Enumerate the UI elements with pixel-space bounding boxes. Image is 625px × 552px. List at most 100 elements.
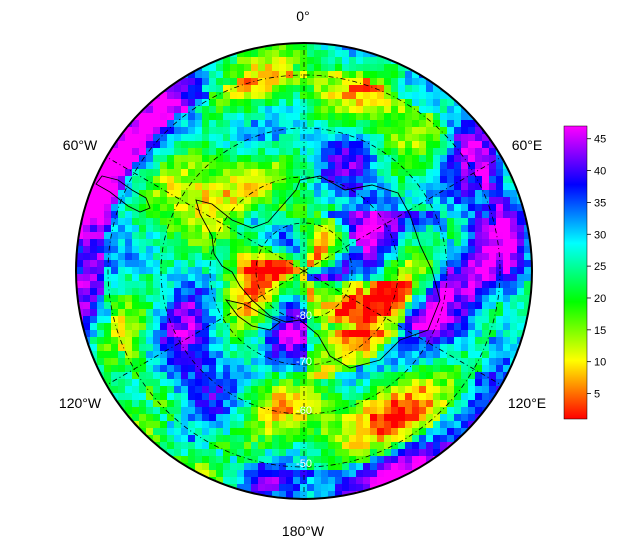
heatmap-cell bbox=[293, 491, 301, 499]
heatmap-cell bbox=[286, 449, 294, 457]
heatmap-cell bbox=[335, 414, 343, 422]
heatmap-cell bbox=[426, 239, 434, 247]
heatmap-cell bbox=[510, 197, 518, 205]
heatmap-cell bbox=[146, 267, 154, 275]
heatmap-cell bbox=[181, 414, 189, 422]
colorbar-tick-label: 25 bbox=[594, 261, 606, 273]
heatmap-cell bbox=[426, 155, 434, 163]
heatmap-cell bbox=[160, 148, 168, 156]
heatmap-cell bbox=[440, 225, 448, 233]
heatmap-cell bbox=[440, 106, 448, 114]
heatmap-cell bbox=[174, 337, 182, 345]
heatmap-cell bbox=[314, 337, 322, 345]
heatmap-cell bbox=[384, 204, 392, 212]
heatmap-cell bbox=[384, 393, 392, 401]
heatmap-cell bbox=[146, 400, 154, 408]
heatmap-cell bbox=[496, 225, 504, 233]
heatmap-cell bbox=[328, 470, 336, 478]
heatmap-cell bbox=[398, 316, 406, 324]
heatmap-cell bbox=[146, 141, 154, 149]
heatmap-cell bbox=[160, 260, 168, 268]
heatmap-cell bbox=[244, 127, 252, 135]
heatmap-cell bbox=[132, 267, 140, 275]
heatmap-cell bbox=[293, 127, 301, 135]
heatmap-cell bbox=[146, 365, 154, 373]
heatmap-cell bbox=[363, 372, 371, 380]
heatmap-cell bbox=[447, 407, 455, 415]
heatmap-cell bbox=[454, 218, 462, 226]
heatmap-cell bbox=[489, 407, 497, 415]
heatmap-cell bbox=[307, 64, 315, 72]
heatmap-cell bbox=[503, 253, 511, 261]
heatmap-cell bbox=[125, 162, 133, 170]
heatmap-cell bbox=[251, 295, 259, 303]
heatmap-cell bbox=[342, 85, 350, 93]
heatmap-cell bbox=[244, 148, 252, 156]
heatmap-cell bbox=[125, 407, 133, 415]
heatmap-cell bbox=[328, 78, 336, 86]
heatmap-cell bbox=[356, 456, 364, 464]
heatmap-cell bbox=[447, 344, 455, 352]
heatmap-cell bbox=[475, 211, 483, 219]
heatmap-cell bbox=[314, 99, 322, 107]
heatmap-cell bbox=[356, 428, 364, 436]
heatmap-cell bbox=[384, 176, 392, 184]
heatmap-cell bbox=[160, 414, 168, 422]
heatmap-cell bbox=[482, 358, 490, 366]
heatmap-cell bbox=[328, 176, 336, 184]
heatmap-cell bbox=[335, 302, 343, 310]
heatmap-cell bbox=[300, 351, 308, 359]
heatmap-cell bbox=[454, 197, 462, 205]
heatmap-cell bbox=[349, 197, 357, 205]
heatmap-cell bbox=[279, 456, 287, 464]
heatmap-cell bbox=[76, 295, 84, 303]
heatmap-cell bbox=[307, 120, 315, 128]
heatmap-cell bbox=[314, 246, 322, 254]
heatmap-cell bbox=[342, 442, 350, 450]
heatmap-cell bbox=[293, 92, 301, 100]
heatmap-cell bbox=[426, 442, 434, 450]
heatmap-cell bbox=[146, 330, 154, 338]
heatmap-cell bbox=[139, 421, 147, 429]
heatmap-cell bbox=[524, 232, 532, 240]
heatmap-cell bbox=[391, 85, 399, 93]
heatmap-cell bbox=[398, 190, 406, 198]
heatmap-cell bbox=[265, 57, 273, 65]
heatmap-cell bbox=[524, 274, 532, 282]
heatmap-cell bbox=[405, 225, 413, 233]
heatmap-cell bbox=[195, 281, 203, 289]
heatmap-cell bbox=[195, 246, 203, 254]
heatmap-cell bbox=[314, 64, 322, 72]
heatmap-cell bbox=[97, 204, 105, 212]
heatmap-cell bbox=[363, 71, 371, 79]
heatmap-cell bbox=[503, 211, 511, 219]
heatmap-cell bbox=[447, 302, 455, 310]
heatmap-cell bbox=[405, 141, 413, 149]
heatmap-cell bbox=[300, 302, 308, 310]
heatmap-cell bbox=[419, 197, 427, 205]
heatmap-cell bbox=[419, 414, 427, 422]
heatmap-cell bbox=[335, 169, 343, 177]
heatmap-cell bbox=[118, 274, 126, 282]
heatmap-cell bbox=[335, 323, 343, 331]
heatmap-cell bbox=[510, 267, 518, 275]
heatmap-cell bbox=[153, 183, 161, 191]
heatmap-cell bbox=[405, 330, 413, 338]
heatmap-cell bbox=[265, 316, 273, 324]
heatmap-cell bbox=[321, 393, 329, 401]
heatmap-cell bbox=[244, 190, 252, 198]
heatmap-cell bbox=[321, 78, 329, 86]
heatmap-cell bbox=[293, 407, 301, 415]
heatmap-cell bbox=[188, 421, 196, 429]
heatmap-cell bbox=[482, 218, 490, 226]
heatmap-cell bbox=[433, 197, 441, 205]
heatmap-cell bbox=[370, 169, 378, 177]
heatmap-cell bbox=[398, 428, 406, 436]
heatmap-cell bbox=[405, 477, 413, 485]
heatmap-cell bbox=[454, 120, 462, 128]
heatmap-cell bbox=[356, 260, 364, 268]
heatmap-cell bbox=[97, 302, 105, 310]
heatmap-cell bbox=[377, 358, 385, 366]
heatmap-cell bbox=[391, 323, 399, 331]
heatmap-cell bbox=[111, 330, 119, 338]
